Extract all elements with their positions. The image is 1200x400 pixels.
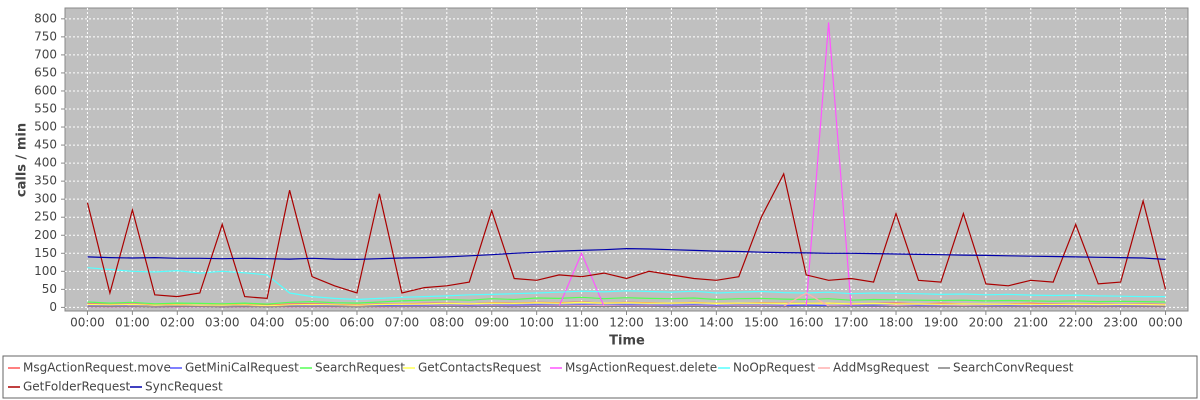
y-tick-label: 50 xyxy=(42,282,57,296)
y-tick-label: 500 xyxy=(34,120,57,134)
x-tick-label: 03:00 xyxy=(205,316,240,330)
series-line xyxy=(87,305,1166,308)
x-tick-label: 13:00 xyxy=(654,316,689,330)
legend-label: GetFolderRequest xyxy=(23,380,131,394)
legend-label: SearchConvRequest xyxy=(953,361,1074,375)
x-tick-label: 12:00 xyxy=(609,316,644,330)
x-tick-label: 17:00 xyxy=(834,316,869,330)
x-tick-label: 00:00 xyxy=(1148,316,1183,330)
x-tick-label: 16:00 xyxy=(789,316,824,330)
x-tick-label: 01:00 xyxy=(115,316,150,330)
y-tick-label: 600 xyxy=(34,83,57,97)
y-tick-label: 400 xyxy=(34,156,57,170)
x-tick-label: 04:00 xyxy=(250,316,285,330)
y-tick-label: 550 xyxy=(34,102,57,116)
x-axis-title: Time xyxy=(609,334,645,349)
y-axis-title: calls / min xyxy=(15,123,30,197)
x-tick-label: 05:00 xyxy=(295,316,330,330)
grid xyxy=(65,8,1188,311)
x-tick-label: 15:00 xyxy=(744,316,779,330)
x-tick-label: 22:00 xyxy=(1058,316,1093,330)
legend-label: AddMsgRequest xyxy=(833,361,929,375)
x-tick-label: 07:00 xyxy=(385,316,420,330)
series-line xyxy=(87,267,1166,301)
y-tick-label: 0 xyxy=(49,300,57,314)
series-line xyxy=(87,296,1166,305)
legend-label: SearchRequest xyxy=(315,361,405,375)
x-tick-label: 23:00 xyxy=(1103,316,1138,330)
y-tick-label: 800 xyxy=(34,11,57,25)
y-tick-label: 350 xyxy=(34,174,57,188)
legend-label: GetContactsRequest xyxy=(418,361,541,375)
y-tick-label: 100 xyxy=(34,264,57,278)
y-tick-label: 150 xyxy=(34,246,57,260)
lines xyxy=(86,22,1167,308)
x-tick-label: 14:00 xyxy=(699,316,734,330)
x-tick-label: 18:00 xyxy=(879,316,914,330)
series-line xyxy=(87,247,1166,261)
y-tick-label: 250 xyxy=(34,210,57,224)
x-tick-label: 08:00 xyxy=(430,316,465,330)
legend xyxy=(2,355,1198,399)
x-tick-label: 19:00 xyxy=(924,316,959,330)
x-tick-label: 02:00 xyxy=(160,316,195,330)
x-tick-label: 06:00 xyxy=(340,316,375,330)
legend-label: GetMiniCalRequest xyxy=(185,361,299,375)
y-tick-label: 200 xyxy=(34,228,57,242)
legend-label: MsgActionRequest.move xyxy=(23,361,171,375)
y-tick-label: 300 xyxy=(34,192,57,206)
series-line xyxy=(87,301,1166,307)
y-tick-label: 650 xyxy=(34,65,57,79)
x-tick-label: 20:00 xyxy=(969,316,1004,330)
series-line xyxy=(86,172,1167,300)
y-tick-label: 700 xyxy=(34,47,57,61)
legend-label: NoOpRequest xyxy=(733,361,815,375)
x-tick-label: 09:00 xyxy=(474,316,509,330)
x-tick-label: 21:00 xyxy=(1013,316,1048,330)
legend-label: SyncRequest xyxy=(145,380,223,394)
y-tick-label: 450 xyxy=(34,138,57,152)
x-tick-label: 00:00 xyxy=(70,316,105,330)
legend-label: MsgActionRequest.delete xyxy=(565,361,717,375)
x-tick-label: 11:00 xyxy=(564,316,599,330)
y-tick-label: 750 xyxy=(34,29,57,43)
x-tick-label: 10:00 xyxy=(519,316,554,330)
